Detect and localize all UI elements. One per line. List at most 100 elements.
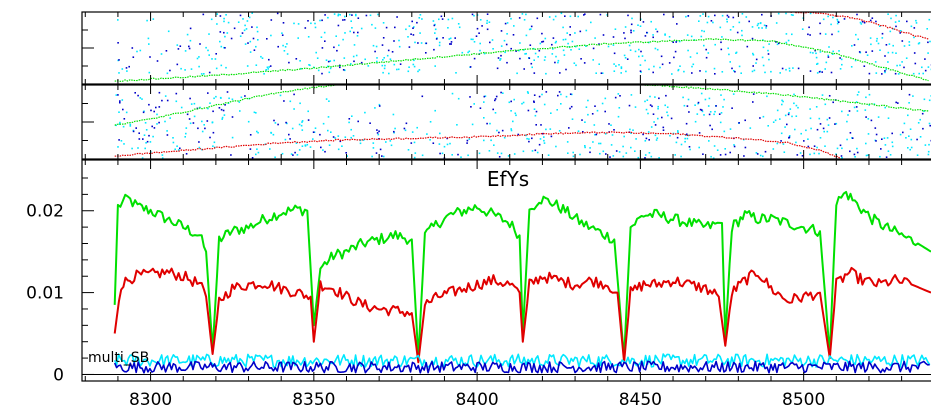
scatter-point	[558, 130, 561, 132]
scatter-point	[257, 131, 259, 134]
scatter-point	[434, 65, 436, 67]
scatter-point	[147, 37, 150, 40]
scatter-point	[283, 50, 286, 52]
scatter-point	[701, 109, 703, 111]
scatter-point	[364, 58, 366, 61]
scatter-point	[738, 65, 741, 68]
scatter-point	[534, 149, 537, 152]
scatter-point	[301, 145, 304, 147]
scatter-point	[510, 110, 512, 112]
scatter-point	[255, 112, 257, 114]
scatter-point	[765, 27, 767, 29]
scatter-point	[267, 68, 269, 70]
scatter-point	[560, 93, 562, 96]
scatter-point	[706, 21, 709, 24]
scatter-point	[255, 153, 257, 156]
scatter-point	[816, 63, 818, 65]
scatter-point	[193, 102, 196, 105]
scatter-point	[180, 106, 183, 109]
scatter-point	[381, 64, 384, 67]
scatter-point	[731, 107, 733, 109]
scatter-point	[321, 72, 323, 75]
scatter-point	[657, 105, 659, 108]
scatter-point	[213, 97, 215, 100]
scatter-point	[148, 43, 150, 45]
scatter-point	[536, 151, 539, 154]
scatter-point	[184, 136, 186, 138]
scatter-point	[349, 30, 351, 33]
scatter-point	[231, 136, 234, 139]
scatter-point	[207, 49, 209, 52]
scatter-point	[631, 17, 633, 20]
scatter-point	[456, 124, 458, 126]
scatter-point	[510, 47, 512, 50]
scatter-point	[638, 48, 640, 51]
scatter-point	[865, 96, 867, 99]
scatter-point	[148, 103, 150, 106]
scatter-point	[256, 148, 258, 150]
scatter-point	[317, 69, 320, 72]
scatter-point	[699, 70, 701, 72]
scatter-point	[132, 56, 135, 58]
scatter-point	[912, 72, 915, 75]
scatter-point	[642, 21, 645, 23]
scatter-point	[551, 43, 553, 46]
scatter-point	[702, 13, 704, 15]
scatter-point	[780, 140, 782, 142]
scatter-point	[826, 130, 829, 133]
scatter-point	[184, 69, 186, 71]
scatter-point	[888, 43, 891, 45]
scatter-point	[572, 151, 574, 154]
scatter-point	[629, 49, 632, 51]
scatter-point	[239, 14, 242, 17]
scatter-point	[593, 124, 596, 126]
scatter-point	[675, 141, 678, 144]
scatter-point	[885, 44, 888, 46]
scatter-point	[874, 127, 877, 129]
scatter-point	[222, 109, 225, 112]
scatter-point	[624, 26, 627, 28]
scatter-point	[914, 62, 917, 65]
scatter-point	[211, 121, 214, 124]
scatter-point	[196, 57, 199, 60]
scatter-point	[919, 118, 921, 121]
scatter-point	[566, 32, 568, 34]
scatter-point	[613, 70, 616, 72]
scatter-point	[855, 33, 857, 36]
scatter-point	[689, 148, 691, 151]
scatter-point	[339, 140, 342, 143]
scatter-point	[826, 118, 829, 121]
scatter-point	[176, 44, 179, 46]
scatter-point	[376, 57, 378, 59]
scatter-point	[552, 37, 555, 39]
scatter-point	[790, 14, 793, 16]
scatter-point	[470, 106, 472, 108]
scatter-point	[525, 13, 527, 16]
scatter-point	[672, 41, 674, 43]
scatter-point	[797, 67, 800, 70]
scatter-point	[490, 139, 492, 142]
scatter-point	[175, 92, 178, 95]
scatter-point	[320, 146, 322, 149]
scatter-point	[782, 143, 785, 145]
scatter-point	[375, 152, 378, 154]
scatter-point	[306, 143, 309, 146]
scatter-point	[139, 97, 142, 99]
scatter-point	[190, 103, 193, 105]
scatter-point	[726, 14, 729, 17]
scatter-point	[496, 67, 499, 70]
scatter-point	[622, 155, 625, 158]
scatter-point	[513, 25, 515, 27]
scatter-point	[160, 53, 163, 55]
scatter-point	[752, 101, 754, 103]
scatter-point	[489, 122, 491, 125]
scatter-point	[539, 42, 542, 45]
scatter-point	[544, 56, 547, 58]
scatter-point	[212, 110, 214, 113]
scatter-point	[873, 103, 876, 105]
scatter-point	[612, 36, 615, 38]
scatter-point	[828, 46, 830, 48]
scatter-point	[686, 133, 688, 136]
scatter-point	[212, 145, 214, 147]
scatter-point	[866, 54, 869, 56]
